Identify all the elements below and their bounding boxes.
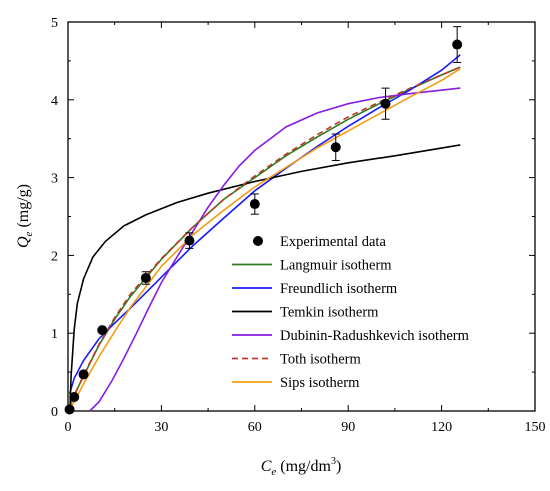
experimental-point — [140, 272, 151, 283]
experimental-point — [330, 142, 341, 153]
legend: Experimental data Langmuir isotherm Freund… — [232, 234, 470, 391]
x-tick-label: 150 — [525, 420, 546, 435]
x-tick-label: 0 — [65, 420, 72, 435]
y-tick-label: 1 — [51, 327, 58, 342]
legend-label-experimental: Experimental data — [280, 234, 386, 250]
legend-label-langmuir-isotherm: Langmuir isotherm — [280, 258, 392, 274]
x-tick-label: 30 — [154, 420, 168, 435]
y-tick-label: 0 — [51, 405, 58, 420]
experimental-point — [97, 325, 108, 336]
legend-label-toth-isotherm: Toth isotherm — [280, 352, 361, 368]
experimental-points-layer — [64, 26, 463, 415]
legend-label-dubinin-radushkevich-isotherm: Dubinin-Radushkevich isotherm — [280, 328, 470, 344]
x-axis-title: Ce (mg/dm3) — [261, 456, 342, 478]
y-axis-title: Qe (mg/g) — [15, 184, 35, 248]
x-tick-label: 90 — [341, 420, 355, 435]
temkin-isotherm-curve — [69, 144, 461, 412]
legend-label-temkin-isotherm: Temkin isotherm — [280, 305, 379, 321]
experimental-point — [452, 39, 463, 50]
legend-label-sips-isotherm: Sips isotherm — [280, 375, 360, 391]
legend-marker-experimental — [253, 236, 263, 246]
y-tick-label: 4 — [51, 94, 58, 109]
y-tick-label: 2 — [51, 249, 58, 264]
dubinin-radushkevich-isotherm-curve — [89, 87, 461, 412]
experimental-point — [64, 404, 75, 415]
x-axis-ticks: 0 30 60 90 120 150 — [65, 22, 546, 435]
experimental-point — [69, 391, 80, 402]
legend-label-freundlich-isotherm: Freundlich isotherm — [280, 281, 398, 297]
y-tick-label: 5 — [51, 16, 58, 31]
y-axis-ticks: 0 1 2 3 4 5 — [51, 16, 535, 420]
x-tick-label: 120 — [431, 420, 452, 435]
curves-layer — [67, 54, 461, 412]
experimental-point — [249, 199, 260, 210]
langmuir-isotherm-curve — [67, 66, 461, 412]
experimental-point — [184, 235, 195, 246]
y-tick-label: 3 — [51, 172, 58, 187]
experimental-point — [78, 369, 89, 380]
x-tick-label: 60 — [248, 420, 262, 435]
sips-isotherm-curve — [67, 68, 461, 412]
toth-isotherm-curve — [67, 66, 461, 412]
experimental-point — [380, 98, 391, 109]
